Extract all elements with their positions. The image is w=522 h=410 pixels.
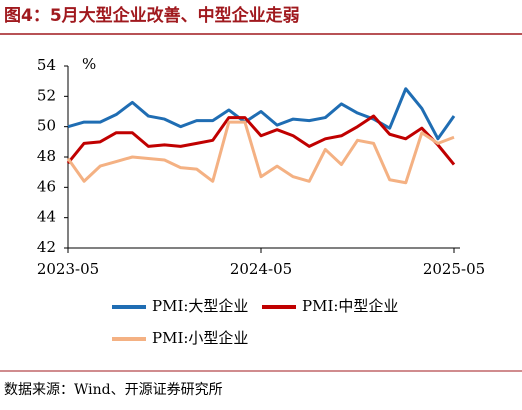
x-tick-label: 2024-05 (230, 260, 292, 278)
y-tick-label: 46 (37, 177, 56, 195)
chart-title: 图4：5月大型企业改善、中型企业走弱 (4, 5, 300, 26)
source-note: 数据来源：Wind、开源证券研究所 (4, 382, 223, 398)
y-tick-label: 42 (37, 238, 56, 256)
legend-label: PMI:小型企业 (152, 329, 248, 347)
legend-label: PMI:中型企业 (302, 297, 398, 315)
legend-label: PMI:大型企业 (152, 297, 248, 315)
y-tick-label: 52 (37, 86, 56, 104)
y-tick-label: 48 (37, 147, 56, 165)
series-line (66, 114, 456, 166)
series-line (67, 87, 456, 141)
y-tick-label: 44 (37, 208, 56, 226)
x-tick-label: 2025-05 (423, 260, 485, 278)
series-line (66, 120, 455, 185)
y-unit: % (82, 55, 96, 73)
y-tick-label: 54 (37, 56, 56, 74)
y-tick-label: 50 (37, 117, 56, 135)
x-tick-label: 2023-05 (37, 260, 99, 278)
